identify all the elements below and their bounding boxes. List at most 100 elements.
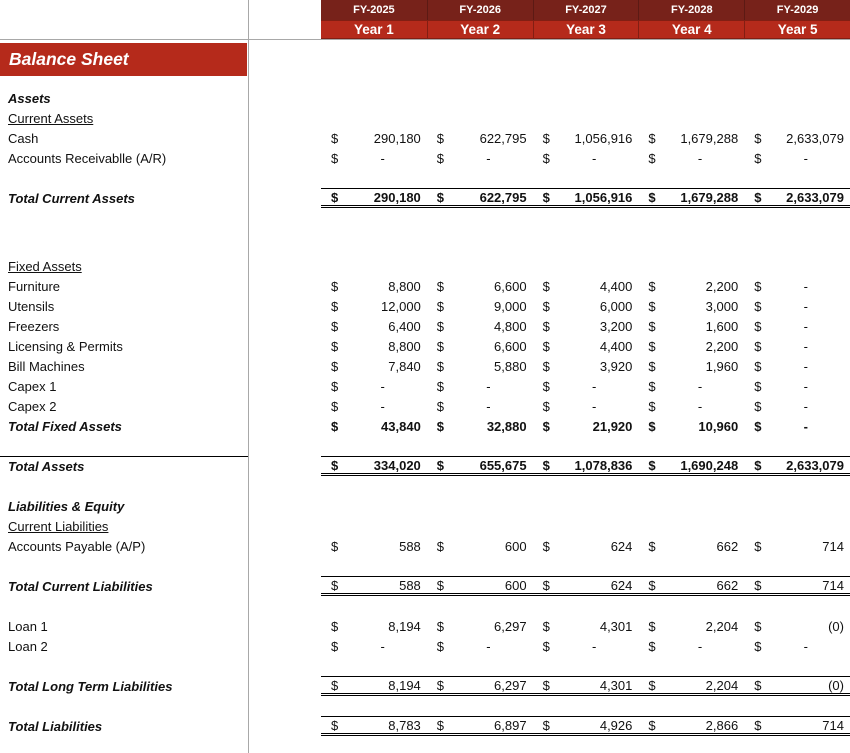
- value-cell[interactable]: $6,297: [427, 616, 533, 636]
- value-cell[interactable]: $2,866: [638, 717, 744, 733]
- value-cell[interactable]: $12,000: [321, 296, 427, 316]
- year-label-header-cell[interactable]: Year 1: [321, 20, 427, 39]
- value-cell[interactable]: $622,795: [427, 128, 533, 148]
- row-label-cell[interactable]: Total Long Term Liabilities: [0, 676, 248, 696]
- row-label-cell[interactable]: Liabilities & Equity: [0, 496, 248, 516]
- value-cell[interactable]: $588: [321, 536, 427, 556]
- value-cell[interactable]: $1,600: [638, 316, 744, 336]
- value-cell[interactable]: $8,800: [321, 336, 427, 356]
- value-cell[interactable]: $4,301: [533, 677, 639, 693]
- value-cell[interactable]: $1,679,288: [638, 189, 744, 205]
- year-label-header-cell[interactable]: Year 5: [744, 20, 850, 39]
- row-label-cell[interactable]: Utensils: [0, 296, 248, 316]
- value-cell[interactable]: $ -: [638, 148, 744, 168]
- value-cell[interactable]: $3,920: [533, 356, 639, 376]
- fiscal-year-header-cell[interactable]: FY-2026: [426, 0, 533, 20]
- year-label-header-cell[interactable]: Year 3: [532, 20, 639, 39]
- fiscal-year-header-cell[interactable]: FY-2029: [744, 0, 850, 20]
- value-cell[interactable]: $714: [744, 717, 850, 733]
- row-label-cell[interactable]: Capex 1: [0, 376, 248, 396]
- value-cell[interactable]: $600: [427, 577, 533, 593]
- value-cell[interactable]: $8,194: [321, 616, 427, 636]
- value-cell[interactable]: $ -: [638, 636, 744, 656]
- row-label-cell[interactable]: Loan 1: [0, 616, 248, 636]
- year-label-header-cell[interactable]: Year 4: [638, 20, 745, 39]
- value-cell[interactable]: $ (0): [744, 616, 850, 636]
- year-label-header-cell[interactable]: Year 2: [426, 20, 533, 39]
- value-cell[interactable]: $ -: [744, 336, 850, 356]
- value-cell[interactable]: $ -: [533, 636, 639, 656]
- value-cell[interactable]: $ -: [321, 396, 427, 416]
- row-label-cell[interactable]: Licensing & Permits: [0, 336, 248, 356]
- value-cell[interactable]: $1,679,288: [638, 128, 744, 148]
- value-cell[interactable]: $1,078,836: [533, 457, 639, 473]
- value-cell[interactable]: $2,204: [638, 677, 744, 693]
- value-cell[interactable]: $ -: [321, 148, 427, 168]
- value-cell[interactable]: $8,194: [321, 677, 427, 693]
- value-cell[interactable]: $6,000: [533, 296, 639, 316]
- value-cell[interactable]: $622,795: [427, 189, 533, 205]
- value-cell[interactable]: $2,200: [638, 276, 744, 296]
- value-cell[interactable]: $ -: [533, 376, 639, 396]
- value-cell[interactable]: $21,920: [533, 416, 639, 436]
- row-label-cell[interactable]: Total Assets: [0, 456, 248, 476]
- value-cell[interactable]: $655,675: [427, 457, 533, 473]
- value-cell[interactable]: $3,000: [638, 296, 744, 316]
- fiscal-year-header-cell[interactable]: FY-2028: [638, 0, 744, 20]
- row-label-cell[interactable]: Total Liabilities: [0, 716, 248, 736]
- value-cell[interactable]: $ -: [744, 376, 850, 396]
- value-cell[interactable]: $ -: [427, 148, 533, 168]
- value-cell[interactable]: $ (0): [744, 677, 850, 693]
- value-cell[interactable]: $ -: [744, 276, 850, 296]
- value-cell[interactable]: $714: [744, 536, 850, 556]
- value-cell[interactable]: $ -: [427, 636, 533, 656]
- row-label-cell[interactable]: Assets: [0, 88, 248, 108]
- value-cell[interactable]: $2,633,079: [744, 128, 850, 148]
- value-cell[interactable]: $290,180: [321, 128, 427, 148]
- value-cell[interactable]: $ -: [744, 296, 850, 316]
- value-cell[interactable]: $ -: [744, 356, 850, 376]
- row-label-cell[interactable]: Total Current Assets: [0, 188, 248, 208]
- value-cell[interactable]: $43,840: [321, 416, 427, 436]
- row-label-cell[interactable]: Current Liabilities: [0, 516, 248, 536]
- value-cell[interactable]: $ -: [321, 376, 427, 396]
- row-label-cell[interactable]: Total Fixed Assets: [0, 416, 248, 436]
- value-cell[interactable]: $2,633,079: [744, 457, 850, 473]
- value-cell[interactable]: $8,783: [321, 717, 427, 733]
- value-cell[interactable]: $ -: [744, 636, 850, 656]
- value-cell[interactable]: $ -: [533, 396, 639, 416]
- value-cell[interactable]: $ -: [638, 396, 744, 416]
- value-cell[interactable]: $4,301: [533, 616, 639, 636]
- row-label-cell[interactable]: Cash: [0, 128, 248, 148]
- row-label-cell[interactable]: Freezers: [0, 316, 248, 336]
- value-cell[interactable]: $ -: [427, 376, 533, 396]
- row-label-cell[interactable]: Accounts Payable (A/P): [0, 536, 248, 556]
- value-cell[interactable]: $334,020: [321, 457, 427, 473]
- value-cell[interactable]: $5,880: [427, 356, 533, 376]
- value-cell[interactable]: $662: [638, 577, 744, 593]
- value-cell[interactable]: $ -: [744, 316, 850, 336]
- value-cell[interactable]: $7,840: [321, 356, 427, 376]
- value-cell[interactable]: $1,056,916: [533, 128, 639, 148]
- value-cell[interactable]: $8,800: [321, 276, 427, 296]
- value-cell[interactable]: $600: [427, 536, 533, 556]
- value-cell[interactable]: $ -: [427, 396, 533, 416]
- row-label-cell[interactable]: Loan 2: [0, 636, 248, 656]
- value-cell[interactable]: $1,960: [638, 356, 744, 376]
- row-label-cell[interactable]: Total Current Liabilities: [0, 576, 248, 596]
- row-label-cell[interactable]: Furniture: [0, 276, 248, 296]
- row-label-cell[interactable]: Fixed Assets: [0, 256, 248, 276]
- value-cell[interactable]: $4,400: [533, 336, 639, 356]
- row-label-cell[interactable]: Current Assets: [0, 108, 248, 128]
- value-cell[interactable]: $ -: [744, 396, 850, 416]
- value-cell[interactable]: $4,800: [427, 316, 533, 336]
- value-cell[interactable]: $6,897: [427, 717, 533, 733]
- row-label-cell[interactable]: Capex 2: [0, 396, 248, 416]
- value-cell[interactable]: $624: [533, 536, 639, 556]
- sheet-title-banner[interactable]: Balance Sheet: [0, 43, 247, 76]
- value-cell[interactable]: $2,633,079: [744, 189, 850, 205]
- value-cell[interactable]: $1,690,248: [638, 457, 744, 473]
- value-cell[interactable]: $ -: [744, 148, 850, 168]
- value-cell[interactable]: $10,960: [638, 416, 744, 436]
- value-cell[interactable]: $3,200: [533, 316, 639, 336]
